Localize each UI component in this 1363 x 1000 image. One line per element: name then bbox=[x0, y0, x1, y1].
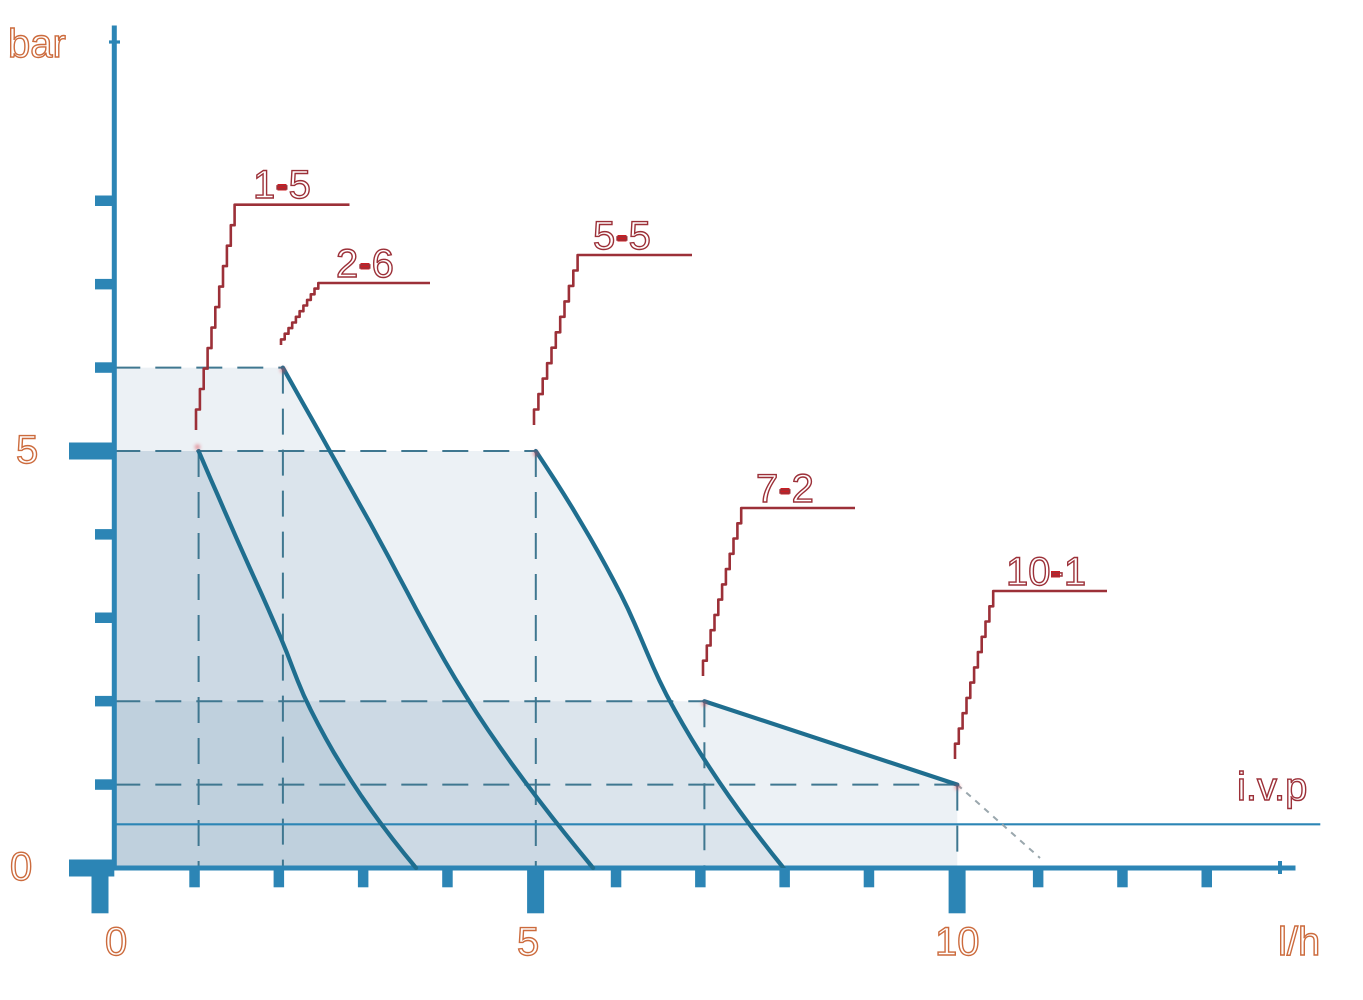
svg-text:l/h: l/h bbox=[1278, 920, 1320, 964]
svg-text:0: 0 bbox=[105, 920, 127, 964]
svg-text:5: 5 bbox=[517, 920, 539, 964]
svg-text:i.v.p: i.v.p bbox=[1237, 765, 1307, 809]
svg-text:5-5: 5-5 bbox=[593, 214, 651, 258]
svg-text:0: 0 bbox=[10, 845, 32, 889]
svg-text:bar: bar bbox=[8, 22, 66, 66]
svg-text:10-1: 10-1 bbox=[1006, 550, 1086, 594]
svg-text:1-5: 1-5 bbox=[253, 163, 311, 207]
svg-text:2-6: 2-6 bbox=[336, 242, 394, 286]
svg-text:10: 10 bbox=[935, 920, 980, 964]
svg-text:7-2: 7-2 bbox=[756, 467, 814, 511]
svg-text:5: 5 bbox=[16, 428, 38, 472]
